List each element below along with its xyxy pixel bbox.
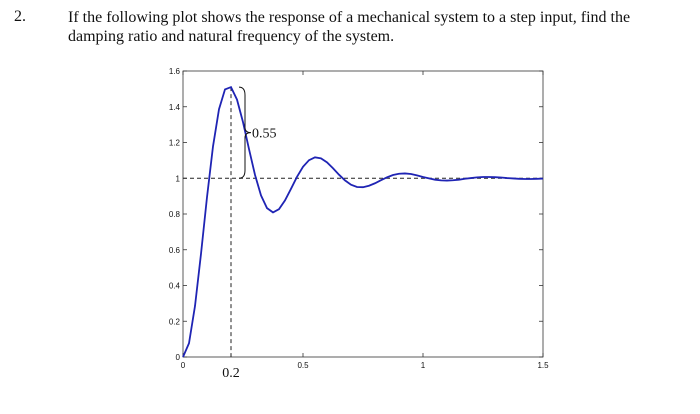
peak-time-label: 0.2 xyxy=(222,366,240,381)
x-tick-label: 0 xyxy=(181,361,186,370)
y-tick-label: 1 xyxy=(176,174,181,183)
axis-ticks xyxy=(182,70,544,358)
y-tick-label: 1.2 xyxy=(169,139,181,148)
question-text: If the following plot shows the response… xyxy=(68,9,631,45)
overshoot-label: 0.55 xyxy=(252,127,277,142)
overshoot-brace xyxy=(238,86,252,179)
y-tick-label: 0.8 xyxy=(169,210,181,219)
y-tick-label: 1.6 xyxy=(169,67,181,76)
x-tick-label: 1 xyxy=(421,361,426,370)
question-number: 2. xyxy=(14,8,26,25)
x-tick-label: 0.5 xyxy=(297,361,309,370)
y-tick-label: 0.4 xyxy=(169,282,181,291)
y-tick-label: 0 xyxy=(176,353,181,362)
axis-tick-labels: 0 0.5 1 1.5 0 0.2 0.4 0.6 0.8 1 1.2 1.4 1.6 xyxy=(169,67,549,370)
plot-frame xyxy=(182,70,544,358)
x-tick-label: 1.5 xyxy=(537,361,549,370)
response-curve xyxy=(182,85,544,358)
y-tick-label: 1.4 xyxy=(169,103,181,112)
y-tick-label: 0.6 xyxy=(169,246,181,255)
y-tick-label: 0.2 xyxy=(169,317,181,326)
